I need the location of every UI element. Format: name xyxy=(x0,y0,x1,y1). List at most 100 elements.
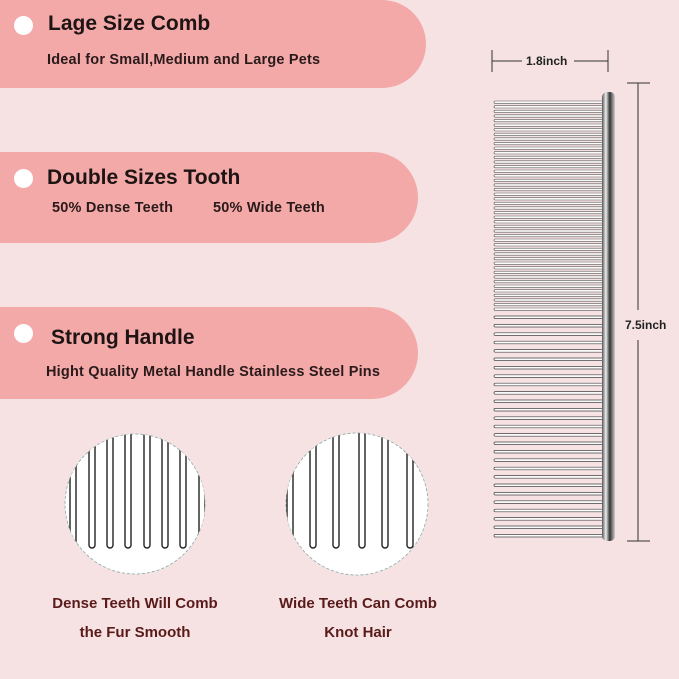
comb-tooth xyxy=(493,500,605,504)
comb-tooth xyxy=(493,224,605,228)
wide-closeup-circle xyxy=(285,432,429,576)
closeup-tooth xyxy=(124,434,132,549)
comb-tooth xyxy=(493,374,605,378)
width-dimension-line xyxy=(491,50,609,72)
comb-tooth xyxy=(493,324,605,328)
comb-tooth xyxy=(493,298,605,302)
comb-tooth xyxy=(493,366,605,370)
comb-tooth xyxy=(493,123,605,127)
comb-tooth xyxy=(493,142,605,146)
comb-tooth xyxy=(493,508,605,513)
wide-caption-line2: Knot Hair xyxy=(324,624,392,641)
feature-title: Double Sizes Tooth xyxy=(47,166,241,189)
feature-title: Lage Size Comb xyxy=(48,12,211,35)
width-label: 1.8inch xyxy=(526,54,568,68)
comb-tooth xyxy=(493,332,605,336)
bullet-icon xyxy=(14,324,33,343)
closeup-tooth xyxy=(406,433,414,549)
comb-tooth xyxy=(493,408,605,412)
comb-tooth xyxy=(493,252,605,256)
comb-tooth xyxy=(493,458,605,462)
feature-subtitle: Hight Quality Metal Handle Stainless Ste… xyxy=(46,364,381,380)
comb-handle xyxy=(602,92,615,541)
comb-teeth xyxy=(493,100,605,538)
comb-tooth xyxy=(493,441,605,445)
comb-tooth xyxy=(493,357,605,361)
dense-caption-line2: the Fur Smooth xyxy=(79,624,191,641)
comb-tooth xyxy=(493,243,605,247)
comb-tooth xyxy=(493,303,605,307)
feature-banner-tooth: Double Sizes Tooth 50% Dense Teeth 50% W… xyxy=(0,152,418,243)
comb-tooth xyxy=(493,293,605,297)
feature-subtitle-wide: 50% Wide Teeth xyxy=(213,200,325,216)
comb-tooth xyxy=(493,119,605,123)
comb-tooth xyxy=(493,416,605,420)
comb-tooth xyxy=(493,340,605,345)
comb-tooth xyxy=(493,483,605,487)
closeup-tooth xyxy=(161,434,169,549)
comb-tooth xyxy=(493,211,605,215)
closeup-tooth xyxy=(332,433,340,549)
comb-tooth xyxy=(493,229,605,233)
comb-tooth xyxy=(493,192,605,196)
closeup-tooth xyxy=(381,433,389,549)
closeup-tooth xyxy=(286,433,294,549)
comb-tooth xyxy=(493,492,605,496)
comb-tooth xyxy=(493,266,605,270)
closeup-tooth xyxy=(358,433,366,549)
comb-tooth xyxy=(493,105,605,109)
length-dimension-line xyxy=(627,82,650,542)
comb-tooth xyxy=(493,270,605,274)
comb-tooth xyxy=(493,183,605,187)
comb-tooth xyxy=(493,137,605,141)
feature-banner-size: Lage Size Comb Ideal for Small,Medium an… xyxy=(0,0,426,88)
comb-tooth xyxy=(493,280,605,284)
feature-title: Strong Handle xyxy=(51,326,195,349)
feature-banner-handle: Strong Handle Hight Quality Metal Handle… xyxy=(0,307,418,399)
comb-tooth xyxy=(493,109,605,113)
comb-tooth xyxy=(493,433,605,437)
closeup-tooth xyxy=(179,434,187,549)
comb-tooth xyxy=(493,450,605,454)
comb-tooth xyxy=(493,146,605,150)
comb-tooth xyxy=(493,174,605,178)
comb-tooth xyxy=(493,424,605,429)
comb-tooth xyxy=(493,247,605,251)
comb-tooth xyxy=(493,534,605,538)
comb-tooth xyxy=(493,114,605,118)
comb-tooth xyxy=(493,151,605,155)
comb-tooth xyxy=(493,466,605,471)
wide-caption-line1: Wide Teeth Can Comb xyxy=(279,595,437,612)
comb-tooth xyxy=(493,128,605,132)
comb-tooth xyxy=(493,475,605,479)
comb-tooth xyxy=(493,234,605,238)
comb-tooth xyxy=(493,284,605,288)
comb-tooth xyxy=(493,238,605,242)
comb-tooth xyxy=(493,257,605,261)
comb-tooth xyxy=(493,525,605,529)
dense-caption-line1: Dense Teeth Will Comb xyxy=(52,595,218,612)
comb-tooth xyxy=(493,391,605,395)
comb-tooth xyxy=(493,160,605,164)
length-label: 7.5inch xyxy=(625,318,667,332)
feature-subtitle-dense: 50% Dense Teeth xyxy=(52,200,174,216)
closeup-tooth xyxy=(198,434,205,549)
closeup-tooth xyxy=(69,434,77,549)
comb-tooth xyxy=(493,275,605,279)
comb-tooth xyxy=(493,165,605,169)
comb-tooth xyxy=(493,289,605,293)
comb-tooth xyxy=(493,188,605,192)
comb-tooth xyxy=(493,382,605,387)
closeup-tooth xyxy=(106,434,114,549)
closeup-tooth xyxy=(309,433,317,549)
bullet-icon xyxy=(14,169,33,188)
comb-tooth xyxy=(493,155,605,159)
closeup-tooth xyxy=(88,434,96,549)
comb-tooth xyxy=(493,399,605,403)
comb-tooth xyxy=(493,349,605,353)
comb-tooth xyxy=(493,220,605,224)
comb-tooth xyxy=(493,169,605,173)
comb-tooth xyxy=(493,261,605,265)
comb-tooth xyxy=(493,206,605,210)
